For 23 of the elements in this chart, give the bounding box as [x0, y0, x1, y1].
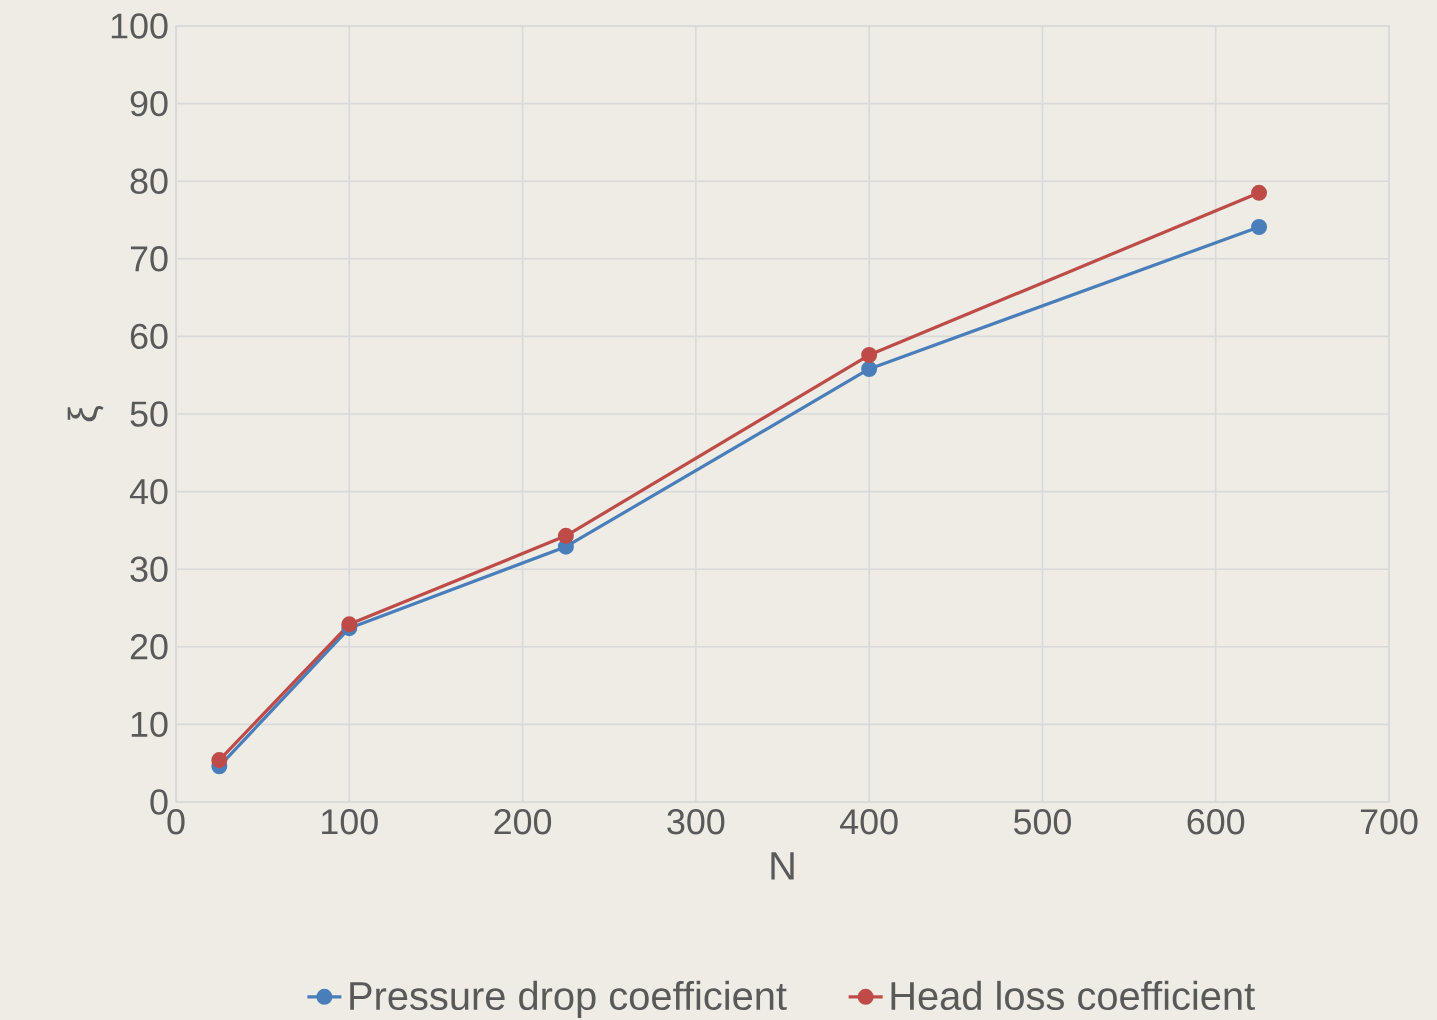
x-tick-label: 500 — [1013, 809, 1071, 835]
x-tick-label: 0 — [167, 809, 185, 835]
y-tick-label: 10 — [131, 711, 168, 738]
x-tick-label: 100 — [322, 809, 378, 835]
x-tick-label: 200 — [494, 809, 552, 835]
x-axis-title: N — [771, 852, 794, 880]
y-tick-label: 20 — [130, 634, 168, 660]
x-tick-label: 400 — [840, 809, 898, 835]
y-tick-label: 60 — [130, 323, 168, 350]
x-tick-label: 600 — [1187, 809, 1245, 835]
y-tick-label: 100 — [111, 13, 168, 39]
y-tick-label: 40 — [129, 478, 168, 505]
y-tick-label: 90 — [130, 90, 168, 117]
legend-label: Head loss coefficient — [891, 980, 1255, 1011]
x-tick-label: 700 — [1360, 809, 1418, 835]
y-axis-title: ξ — [67, 405, 104, 422]
legend-label: Pressure drop coefficient — [350, 980, 787, 1019]
y-tick-label: 80 — [130, 168, 168, 194]
y-tick-label: 70 — [130, 246, 168, 272]
y-tick-label: 0 — [150, 789, 168, 815]
y-tick-label: 50 — [130, 401, 168, 427]
x-tick-label: 300 — [667, 809, 725, 835]
y-tick-label: 30 — [130, 556, 168, 582]
